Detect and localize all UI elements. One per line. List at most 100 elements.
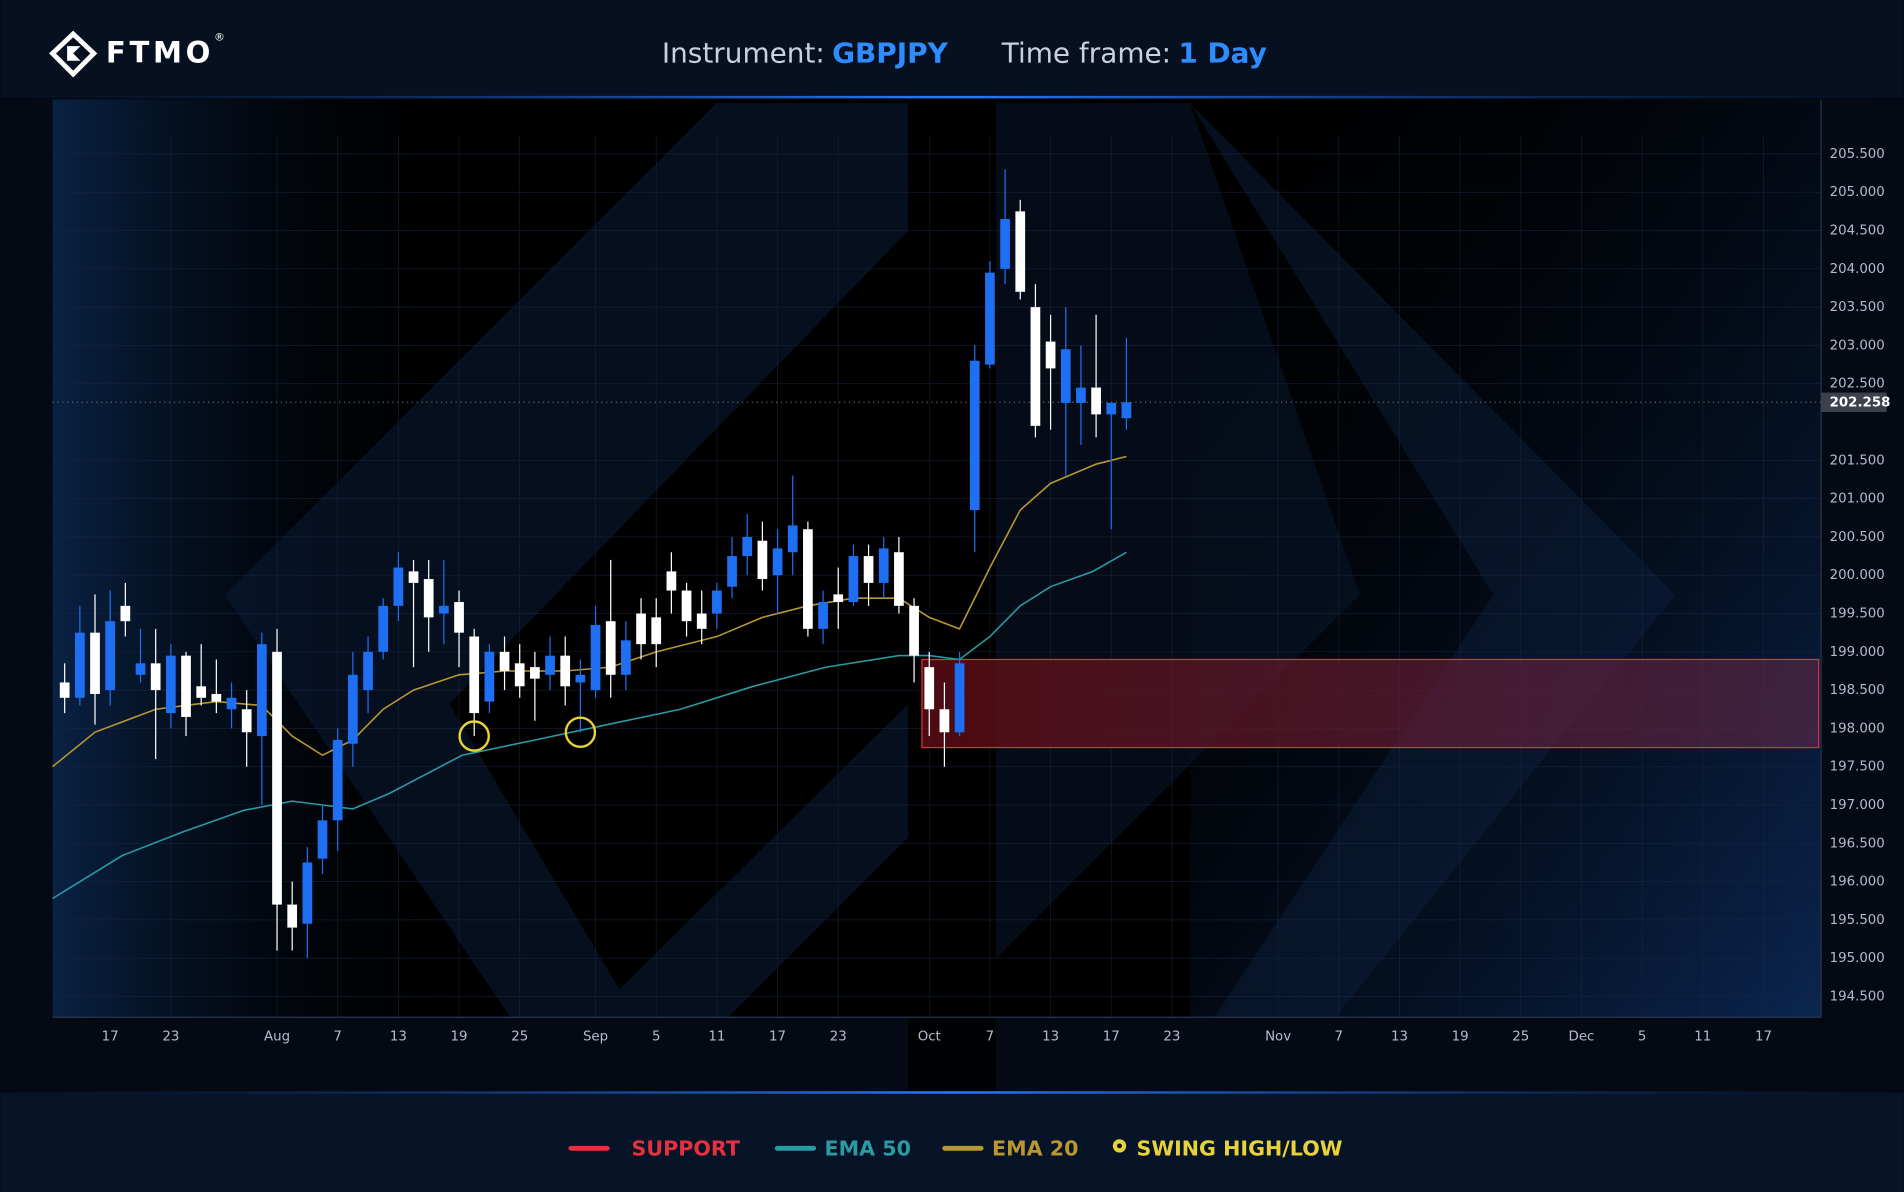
candle-body — [894, 552, 904, 606]
candle-body — [833, 594, 844, 603]
candle-body — [545, 655, 555, 675]
x-tick-label: 7 — [1335, 1030, 1344, 1045]
header-glow — [0, 95, 1904, 99]
candle-body — [1121, 402, 1132, 419]
candle-body — [909, 605, 919, 656]
legend-label: EMA 50 — [825, 1137, 911, 1161]
y-tick-label: 196.500 — [1830, 836, 1885, 851]
candle-body — [332, 739, 343, 821]
logo: FTMO ® — [49, 31, 225, 78]
candle-body — [408, 571, 419, 583]
y-tick-label: 203.000 — [1830, 338, 1885, 353]
candle-body — [287, 904, 298, 928]
y-tick-label: 199.500 — [1830, 607, 1885, 622]
candle-body — [317, 820, 328, 859]
logo-text: FTMO — [106, 36, 214, 70]
candle-body — [863, 556, 874, 583]
candle-body — [605, 621, 616, 675]
candle-body — [530, 667, 540, 679]
candle-body — [256, 644, 267, 737]
y-tick-label: 200.000 — [1830, 568, 1885, 583]
x-tick-label: 7 — [986, 1030, 995, 1045]
candle-body — [165, 655, 176, 714]
candle-body — [681, 590, 692, 622]
x-tick-label: 13 — [1042, 1030, 1059, 1045]
current-price-box — [1821, 392, 1887, 412]
y-tick-label: 204.500 — [1830, 224, 1885, 239]
x-tick-label: 23 — [1163, 1030, 1180, 1045]
y-tick-label: 200.500 — [1830, 530, 1885, 545]
x-tick-label: Aug — [264, 1030, 290, 1045]
candle-body — [181, 655, 191, 717]
x-tick-label: 11 — [708, 1030, 725, 1045]
x-tick-label: Dec — [1569, 1030, 1595, 1045]
candle-body — [666, 571, 677, 591]
candle-body — [363, 651, 373, 691]
candle-body — [196, 686, 207, 698]
candle-body — [1030, 307, 1041, 426]
y-tick-label: 201.000 — [1830, 492, 1885, 507]
x-tick-label: 17 — [1103, 1030, 1120, 1045]
instrument: Instrument: GBPJPY — [662, 37, 949, 70]
legend-label: SWING HIGH/LOW — [1137, 1137, 1343, 1161]
candle-body — [423, 579, 434, 618]
bg-band — [908, 99, 996, 1093]
y-tick-label: 197.000 — [1830, 798, 1885, 813]
current-price-label: 202.258 — [1830, 395, 1891, 410]
candle-body — [105, 621, 116, 691]
y-tick-label: 194.500 — [1830, 990, 1885, 1005]
x-tick-label: 17 — [769, 1030, 786, 1045]
x-tick-label: Oct — [918, 1030, 941, 1045]
candle-body — [575, 674, 586, 683]
y-tick-label: 195.000 — [1830, 951, 1885, 966]
x-tick-label: 25 — [1512, 1030, 1529, 1045]
candle-body — [878, 548, 889, 583]
y-tick-label: 203.500 — [1830, 300, 1885, 315]
y-tick-label: 205.000 — [1830, 185, 1885, 200]
x-tick-label: 17 — [1755, 1030, 1772, 1045]
x-tick-label: Sep — [583, 1030, 608, 1045]
logo-icon — [67, 46, 81, 61]
candle-body — [59, 682, 70, 698]
candle-body — [969, 360, 980, 511]
candle-body — [1106, 402, 1117, 415]
candle-body — [393, 567, 404, 606]
candle-body — [621, 640, 631, 675]
x-tick-label: 13 — [1391, 1030, 1408, 1045]
candle-body — [439, 605, 449, 614]
candle-body — [818, 602, 828, 629]
x-tick-label: 5 — [1638, 1030, 1647, 1045]
x-tick-label: 23 — [830, 1030, 847, 1045]
x-tick-label: 7 — [333, 1030, 342, 1045]
candle-body — [348, 674, 358, 744]
timeframe-value: 1 Day — [1178, 37, 1266, 70]
legend-label: SUPPORT — [632, 1137, 740, 1161]
bg-logo-shape — [224, 103, 909, 1018]
y-tick-label: 198.500 — [1830, 683, 1885, 698]
candle-body — [1000, 219, 1010, 269]
candle-body — [150, 663, 161, 691]
footer-bar — [0, 1092, 1904, 1192]
candle-body — [272, 651, 282, 905]
candle-body — [226, 697, 237, 710]
y-tick-label: 195.500 — [1830, 913, 1885, 928]
legend-swatch — [1117, 1143, 1122, 1149]
candle-body — [514, 663, 525, 687]
y-tick-label: 205.500 — [1830, 147, 1885, 162]
candle-body — [454, 602, 464, 633]
bg-logo-shape — [1189, 103, 1676, 1018]
instrument-label: Instrument: — [662, 37, 825, 70]
y-tick-label: 204.000 — [1830, 262, 1885, 277]
candle-body — [772, 548, 783, 576]
swing-marker — [458, 720, 490, 752]
y-tick-label: 202.500 — [1830, 377, 1885, 392]
y-tick-label: 201.500 — [1830, 453, 1885, 468]
header-bar — [0, 0, 1904, 98]
x-tick-label: Nov — [1265, 1030, 1291, 1045]
candle-body — [484, 651, 495, 702]
candle-body — [954, 663, 965, 733]
candle-body — [757, 540, 768, 580]
x-tick-label: 23 — [162, 1030, 179, 1045]
candle-body — [939, 709, 950, 733]
